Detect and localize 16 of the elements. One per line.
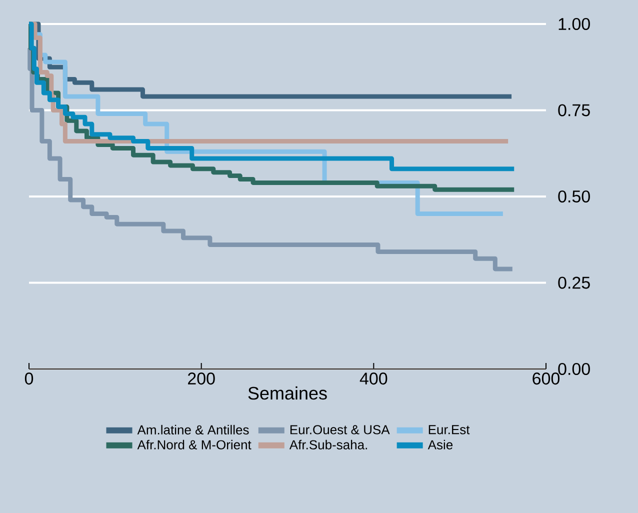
y-tick-label: 0.50	[558, 190, 590, 203]
legend-label: Afr.Sub-saha.	[289, 440, 367, 450]
x-tick-label: 200	[188, 372, 215, 385]
legend-label: Am.latine & Antilles	[137, 424, 249, 434]
legend-label: Asie	[428, 440, 453, 450]
y-tick-label: 0.25	[558, 276, 590, 289]
x-tick-label: 400	[360, 372, 388, 385]
x-tick-label: 600	[532, 372, 560, 385]
x-axis-title: Semaines	[248, 386, 327, 400]
legend-label: Eur.Est	[428, 425, 470, 434]
legend-label: Afr.Nord & M-Orient	[137, 440, 252, 450]
legend-label: Eur.Ouest & USA	[290, 425, 390, 434]
x-tick-label: 0	[24, 372, 34, 385]
y-tick-label: 1.00	[558, 18, 590, 30]
y-tick-label: 0.00	[558, 362, 590, 376]
y-tick-label: 0.75	[558, 104, 590, 116]
